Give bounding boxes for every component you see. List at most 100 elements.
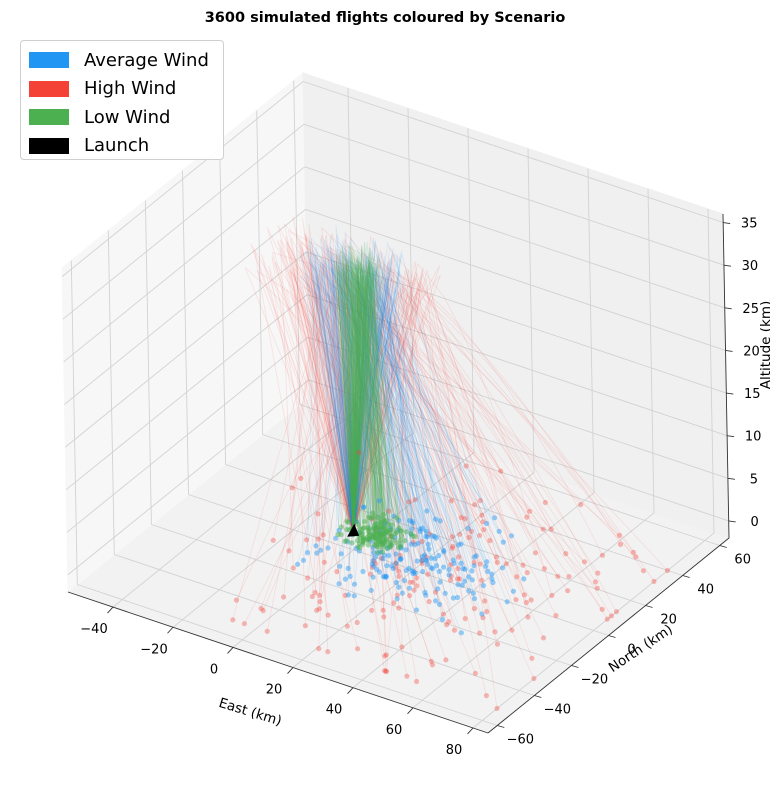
flight-path [336, 262, 374, 537]
flight-path [352, 283, 436, 601]
flight-path [352, 265, 443, 620]
flight-path [351, 260, 402, 544]
landing-point [403, 567, 409, 574]
flight-path [332, 251, 464, 569]
landing-point [347, 573, 353, 580]
landing-point [368, 587, 374, 594]
flight-path [344, 239, 462, 533]
landing-point [439, 616, 445, 623]
landing-point [316, 646, 322, 652]
flight-path [342, 266, 398, 533]
legend-item-low-wind: Low Wind [29, 103, 215, 132]
flight-path [352, 253, 407, 571]
grid-y-left [107, 230, 115, 555]
flight-path [338, 271, 384, 533]
flight-path [327, 293, 364, 549]
landing-point [313, 543, 319, 549]
landing-point [489, 576, 495, 582]
flight-path [352, 300, 546, 533]
landing-point [484, 609, 490, 615]
flight-path [308, 223, 354, 563]
flight-path [352, 274, 384, 547]
flight-path [345, 262, 379, 533]
landing-point [479, 512, 485, 518]
flight-path [347, 245, 413, 571]
flight-path [330, 250, 483, 533]
landing-point [448, 498, 454, 504]
flight-path [335, 261, 387, 541]
flight-path [352, 267, 401, 541]
landing-point [376, 498, 382, 504]
flight-path [352, 262, 603, 556]
flight-path [325, 259, 416, 574]
landing-point [315, 511, 321, 517]
flight-path [307, 246, 354, 553]
flight-path [352, 279, 528, 573]
flight-path [292, 267, 417, 579]
flight-path [352, 266, 433, 536]
flight-path [280, 247, 354, 569]
landing-point [446, 572, 452, 578]
landing-point [458, 541, 464, 547]
flight-path [318, 293, 557, 616]
flight-path [352, 254, 413, 533]
flight-path [323, 250, 429, 575]
landing-point [542, 499, 548, 506]
flight-path [352, 272, 428, 537]
flight-path [337, 277, 354, 533]
y-tick [497, 725, 505, 728]
landing-point [394, 596, 400, 602]
flight-path [352, 275, 377, 533]
landing-point [480, 615, 486, 621]
flight-path [347, 255, 376, 533]
landing-point [410, 571, 416, 577]
landing-point [468, 528, 474, 535]
landing-point [384, 546, 390, 552]
flight-path [352, 267, 379, 535]
flight-path [341, 272, 392, 546]
landing-point [390, 565, 396, 572]
flight-path [352, 264, 374, 533]
flight-path [352, 256, 383, 545]
landing-point [365, 527, 372, 534]
flight-path [268, 265, 354, 616]
landing-point [411, 587, 417, 593]
flight-path [350, 266, 397, 555]
flight-path [352, 262, 504, 543]
flight-path [352, 264, 381, 537]
flight-path [352, 299, 544, 533]
landing-point [412, 542, 418, 548]
flight-path [346, 267, 363, 541]
grid-z-left [66, 336, 309, 533]
landing-point [419, 538, 425, 545]
flight-path [328, 255, 400, 577]
flight-path [352, 255, 374, 535]
landing-point [364, 535, 370, 541]
landing-point [436, 552, 442, 559]
flight-path [352, 280, 668, 571]
landing-point [325, 612, 331, 618]
flight-path [344, 262, 447, 625]
flight-path [331, 282, 486, 567]
flight-path [333, 264, 459, 558]
landing-point [316, 606, 322, 612]
landing-point [428, 555, 435, 561]
landing-point [472, 670, 478, 676]
flight-path [352, 253, 486, 602]
landing-point [429, 662, 436, 668]
flight-path [342, 301, 559, 577]
landing-point [342, 592, 348, 599]
flight-path [352, 273, 498, 709]
flight-path [336, 267, 369, 533]
landing-point [290, 565, 296, 571]
landing-point [541, 566, 548, 572]
landing-point [383, 668, 389, 674]
flight-path [307, 276, 447, 661]
landing-point [314, 607, 320, 614]
landing-point [433, 535, 439, 541]
flight-path [352, 265, 384, 534]
flight-path [352, 259, 380, 533]
flight-path [339, 248, 388, 533]
landing-point [423, 528, 429, 534]
landing-point [428, 658, 434, 664]
